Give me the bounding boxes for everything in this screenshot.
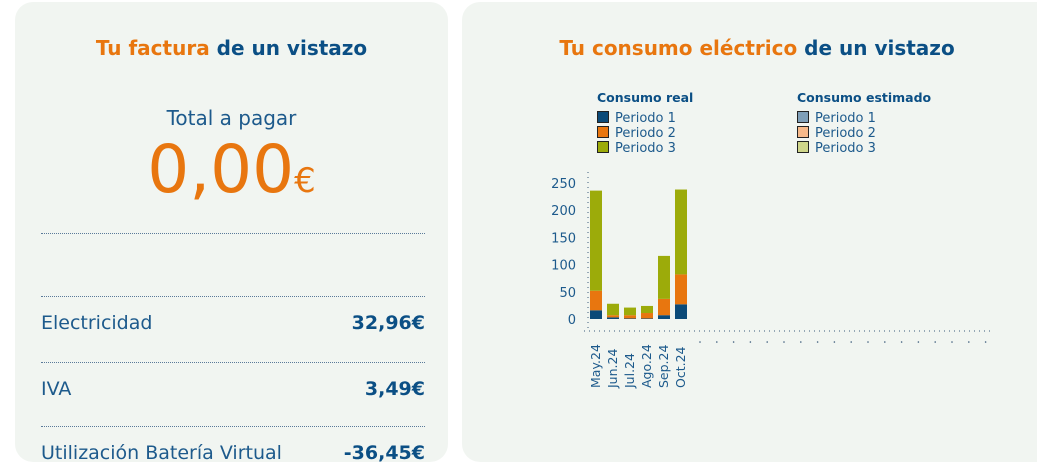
empty-slot-dot: [766, 341, 768, 343]
bar-segment: [590, 190, 602, 291]
x-tick-label: Oct.24: [673, 346, 688, 388]
bar-segment: [641, 305, 653, 314]
legend-item: Periodo 2: [597, 126, 693, 141]
empty-slot-dot: [884, 341, 886, 343]
bar-segment: [624, 315, 636, 319]
consumption-card: Tu consumo eléctrico de un vistazo Consu…: [462, 2, 1037, 462]
y-tick-label: 0: [568, 313, 576, 328]
bar-segment: [675, 304, 687, 319]
empty-slot-dot: [867, 341, 869, 343]
x-tick-label: Sep.24: [656, 345, 671, 388]
legend-real: Consumo real Periodo 1 Periodo 2 Periodo…: [597, 90, 694, 156]
empty-slot-dot: [917, 341, 920, 343]
bar-segment: [624, 307, 636, 316]
bar-segment: [590, 310, 602, 319]
consumption-chart: 0 50 100 150 200 250 May.24 Jun.24 Jul.24 Ago.24 S…: [551, 172, 992, 389]
consumption-title: Tu consumo eléctrico de un vistazo: [559, 36, 955, 60]
legend-item: Periodo 1: [597, 111, 693, 126]
empty-slot-dot: [900, 341, 903, 343]
empty-slot-dot: [951, 341, 953, 343]
bar-segment: [675, 189, 687, 275]
bill-title: Tu factura de un vistazo: [95, 36, 368, 60]
y-tick-label: 50: [559, 286, 576, 301]
bill-summary-card: Tu factura de un vistazo Total a pagar 0…: [15, 2, 448, 464]
empty-slot-dot: [699, 341, 701, 343]
empty-slot-dot: [732, 341, 735, 343]
y-tick-label: 100: [551, 259, 576, 274]
divider: [41, 169, 425, 234]
total-value: 0,00€: [147, 131, 316, 208]
bar-segment: [675, 274, 687, 305]
x-tick-label: Jun.24: [605, 349, 620, 389]
empty-slot-dot: [833, 341, 836, 343]
legend-item: Periodo 3: [797, 141, 931, 156]
y-tick-label: 150: [551, 231, 576, 246]
y-tick-label: 200: [551, 204, 576, 219]
bar-segment: [641, 318, 653, 319]
bar-segment: [607, 315, 619, 318]
legend-item: Periodo 3: [597, 141, 693, 156]
empty-slot-dot: [716, 341, 718, 343]
total-label: Total a pagar: [166, 106, 297, 130]
empty-slot-dot: [749, 341, 752, 343]
legend-item: Periodo 1: [797, 111, 931, 126]
bar-segment: [590, 290, 602, 311]
empty-slot-dot: [968, 341, 970, 343]
x-tick-label: May.24: [588, 344, 603, 388]
bar-segment: [658, 315, 670, 319]
empty-slot-dot: [984, 341, 987, 343]
legend-estimated: Consumo estimado Periodo 1 Periodo 2 Per…: [797, 90, 932, 156]
bar-segment: [607, 303, 619, 316]
bar-segment: [658, 298, 670, 316]
empty-slot-dot: [816, 341, 819, 343]
y-tick-label: 250: [551, 177, 576, 192]
empty-slot-dot: [850, 341, 852, 343]
bar-segment: [641, 313, 653, 319]
line-bateria-virtual: Utilización Batería Virtual -36,45€: [41, 362, 425, 464]
empty-slot-dot: [783, 341, 785, 343]
bar-segment: [624, 318, 636, 319]
bar-segment: [607, 317, 619, 319]
line-iva: IVA 3,49€: [41, 296, 425, 400]
empty-slot-dot: [934, 341, 936, 343]
legend-item: Periodo 2: [797, 126, 931, 141]
x-tick-label: Ago.24: [639, 344, 654, 388]
line-electricidad: Electricidad 32,96€: [41, 233, 425, 334]
bar-segment: [658, 255, 670, 299]
x-tick-label: Jul.24: [622, 353, 637, 389]
empty-slot-dot: [800, 341, 802, 343]
